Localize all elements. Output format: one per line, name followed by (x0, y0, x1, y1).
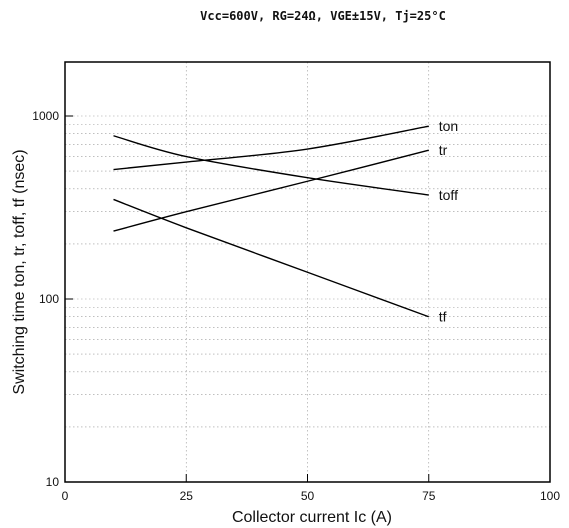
series-line-toff (113, 135, 429, 196)
y-tick-label: 10 (46, 475, 60, 489)
series-label-tf: tf (439, 309, 447, 325)
grid (65, 62, 550, 483)
y-tick-label: 100 (39, 292, 59, 306)
chart-title: Vcc=600V, RG=24Ω, VGE±15V, Tj=25°C (200, 9, 446, 23)
x-tick-label: 0 (62, 489, 69, 503)
x-axis-label: Collector current Ic (A) (232, 509, 392, 526)
series-line-ton (113, 125, 429, 171)
x-tick-label: 75 (422, 489, 436, 503)
series-label-ton: ton (439, 118, 458, 134)
y-axis-label: Switching time ton, tr, toff, tf (nsec) (11, 149, 28, 394)
series-label-tr: tr (439, 142, 448, 158)
ticks-layer: 10 100 1000 0 25 50 75 100 (32, 109, 560, 503)
y-tick-label: 1000 (32, 109, 59, 123)
series-label-toff: toff (439, 187, 458, 203)
x-tick-label: 100 (540, 489, 560, 503)
series-layer: ton tr toff tf (113, 118, 458, 325)
x-tick-label: 50 (301, 489, 315, 503)
series-line-tr (113, 149, 429, 232)
series-line-tf (113, 198, 429, 318)
x-tick-label: 25 (180, 489, 194, 503)
